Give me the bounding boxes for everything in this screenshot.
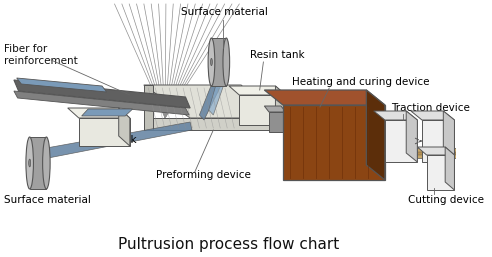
- Polygon shape: [269, 112, 286, 132]
- Ellipse shape: [29, 159, 31, 167]
- Polygon shape: [229, 86, 286, 95]
- Polygon shape: [445, 147, 455, 190]
- Polygon shape: [374, 111, 417, 120]
- Polygon shape: [14, 80, 190, 108]
- Ellipse shape: [223, 38, 230, 86]
- Ellipse shape: [43, 137, 50, 189]
- Polygon shape: [68, 108, 130, 118]
- Polygon shape: [199, 80, 221, 120]
- Polygon shape: [17, 78, 107, 92]
- Polygon shape: [144, 85, 153, 130]
- Polygon shape: [385, 152, 456, 155]
- Polygon shape: [144, 85, 274, 118]
- Polygon shape: [264, 90, 385, 105]
- Text: Resin tank: Resin tank: [250, 50, 305, 60]
- Polygon shape: [276, 86, 286, 125]
- Text: Preforming device: Preforming device: [156, 170, 251, 180]
- Polygon shape: [82, 109, 133, 116]
- Polygon shape: [385, 120, 417, 162]
- Polygon shape: [79, 118, 130, 146]
- Text: Cutting device: Cutting device: [408, 195, 484, 205]
- Text: Heating and curing device: Heating and curing device: [292, 77, 430, 87]
- Polygon shape: [14, 91, 189, 115]
- Polygon shape: [30, 137, 46, 189]
- Polygon shape: [212, 38, 226, 86]
- Text: Surface material: Surface material: [181, 7, 268, 17]
- Polygon shape: [385, 148, 456, 158]
- Polygon shape: [119, 108, 130, 146]
- Polygon shape: [406, 111, 417, 162]
- Ellipse shape: [211, 58, 213, 66]
- Polygon shape: [411, 111, 455, 120]
- Polygon shape: [427, 155, 455, 190]
- Polygon shape: [367, 90, 385, 180]
- Text: Resin tank: Resin tank: [82, 135, 136, 145]
- Polygon shape: [144, 118, 274, 130]
- Text: Pultrusion process flow chart: Pultrusion process flow chart: [118, 237, 339, 252]
- Polygon shape: [209, 78, 224, 115]
- Polygon shape: [443, 111, 455, 162]
- Polygon shape: [417, 147, 455, 155]
- Polygon shape: [283, 105, 385, 180]
- Polygon shape: [264, 106, 286, 112]
- Text: Traction device: Traction device: [391, 103, 470, 113]
- Ellipse shape: [208, 38, 215, 86]
- Ellipse shape: [26, 137, 33, 189]
- Polygon shape: [422, 120, 455, 162]
- Text: Fiber for
reinforcement: Fiber for reinforcement: [4, 44, 77, 66]
- Text: Surface material: Surface material: [4, 195, 91, 205]
- Polygon shape: [239, 95, 286, 125]
- Polygon shape: [46, 122, 192, 158]
